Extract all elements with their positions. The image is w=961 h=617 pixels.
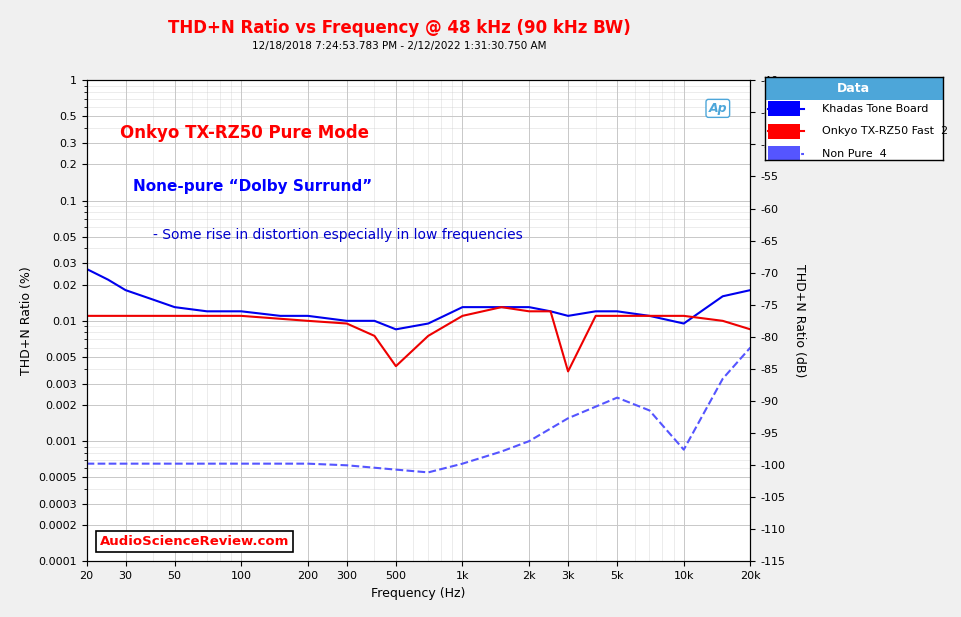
- Text: Ap: Ap: [707, 102, 727, 115]
- Text: Non Pure  4: Non Pure 4: [814, 149, 885, 159]
- Bar: [768, 146, 800, 161]
- Bar: [768, 101, 800, 116]
- Bar: [764, 77, 942, 101]
- X-axis label: Frequency (Hz): Frequency (Hz): [371, 587, 465, 600]
- Text: 12/18/2018 7:24:53.783 PM - 2/12/2022 1:31:30.750 AM: 12/18/2018 7:24:53.783 PM - 2/12/2022 1:…: [252, 41, 546, 51]
- Text: Onkyo TX-RZ50 Fast  2: Onkyo TX-RZ50 Fast 2: [814, 126, 947, 136]
- Text: - Some rise in distortion especially in low frequencies: - Some rise in distortion especially in …: [153, 228, 522, 242]
- Y-axis label: THD+N Ratio (%): THD+N Ratio (%): [19, 267, 33, 375]
- Text: Onkyo TX-RZ50 Pure Mode: Onkyo TX-RZ50 Pure Mode: [119, 124, 368, 142]
- Y-axis label: THD+N Ratio (dB): THD+N Ratio (dB): [792, 264, 805, 378]
- Text: AudioScienceReview.com: AudioScienceReview.com: [100, 534, 289, 548]
- Text: THD+N Ratio vs Frequency @ 48 kHz (90 kHz BW): THD+N Ratio vs Frequency @ 48 kHz (90 kH…: [167, 19, 630, 37]
- Bar: [768, 124, 800, 139]
- Text: None-pure “Dolby Surrund”: None-pure “Dolby Surrund”: [133, 179, 372, 194]
- Text: Khadas Tone Board: Khadas Tone Board: [814, 104, 927, 114]
- Text: Data: Data: [836, 82, 870, 95]
